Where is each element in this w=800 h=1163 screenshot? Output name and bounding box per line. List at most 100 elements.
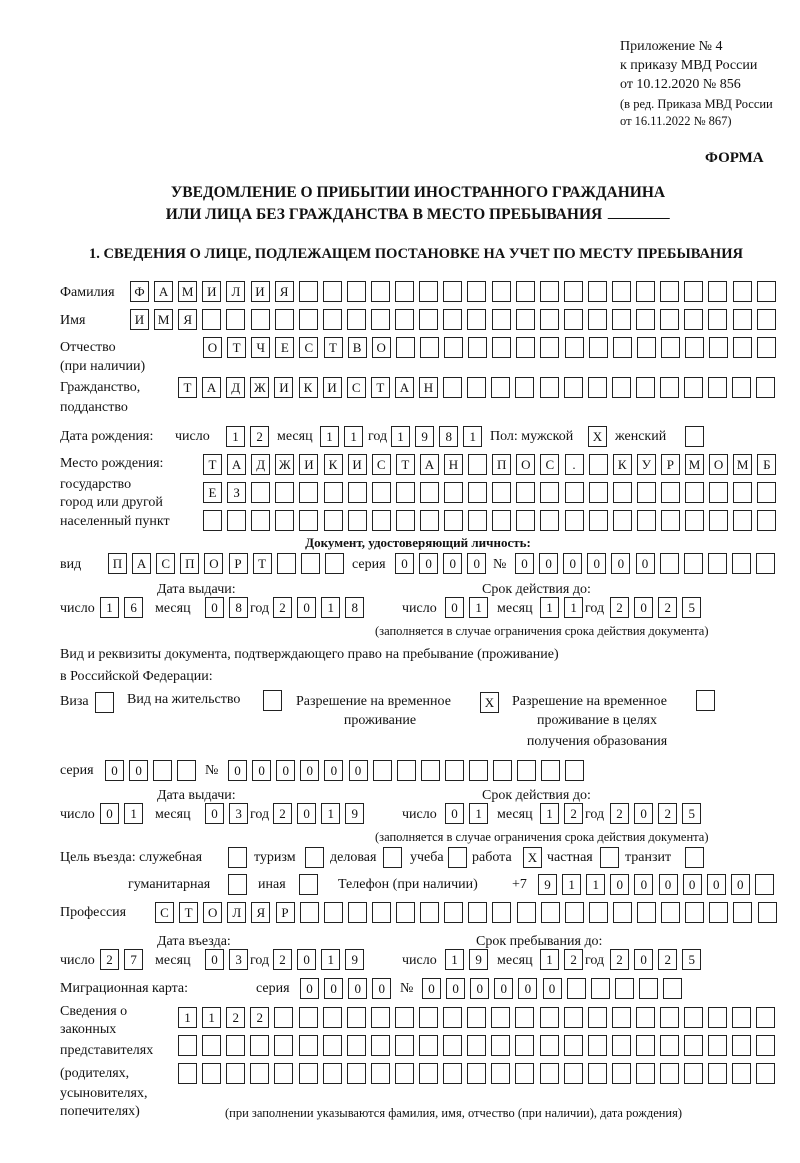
char-box[interactable]: И: [250, 281, 270, 302]
char-box[interactable]: [346, 309, 366, 330]
char-box[interactable]: [563, 1063, 583, 1084]
char-box[interactable]: [178, 1063, 197, 1084]
char-box[interactable]: [540, 337, 560, 358]
char-box[interactable]: [444, 482, 463, 503]
char-box[interactable]: [660, 337, 680, 358]
char-box[interactable]: [756, 309, 776, 330]
checkbox-cell[interactable]: X: [523, 847, 542, 868]
char-box[interactable]: [733, 510, 753, 531]
char-box[interactable]: [468, 337, 488, 358]
char-box[interactable]: [443, 1063, 463, 1084]
char-box[interactable]: [516, 902, 536, 923]
char-box[interactable]: [564, 510, 584, 531]
char-box[interactable]: [732, 1035, 752, 1056]
char-box[interactable]: [346, 281, 366, 302]
char-box[interactable]: О: [203, 337, 222, 358]
char-box[interactable]: [587, 309, 607, 330]
char-box[interactable]: 3: [229, 803, 249, 824]
char-box[interactable]: А: [419, 454, 439, 475]
char-box[interactable]: 0: [445, 803, 464, 824]
char-box[interactable]: [274, 1007, 294, 1028]
char-box[interactable]: [492, 337, 512, 358]
char-box[interactable]: [346, 1063, 366, 1084]
char-box[interactable]: 0: [422, 978, 441, 999]
char-box[interactable]: [515, 1007, 535, 1028]
char-box[interactable]: [419, 1063, 438, 1084]
char-box[interactable]: 0: [470, 978, 490, 999]
char-box[interactable]: 0: [706, 874, 726, 895]
char-box[interactable]: 2: [273, 597, 292, 618]
char-box[interactable]: 0: [348, 760, 368, 781]
char-box[interactable]: [684, 309, 704, 330]
char-box[interactable]: 2: [658, 949, 678, 970]
char-box[interactable]: [516, 510, 536, 531]
char-box[interactable]: П: [492, 454, 512, 475]
char-box[interactable]: [636, 309, 656, 330]
char-box[interactable]: [250, 1035, 270, 1056]
char-box[interactable]: [588, 902, 608, 923]
char-box[interactable]: [347, 902, 367, 923]
char-box[interactable]: [684, 1035, 704, 1056]
char-box[interactable]: 2: [564, 949, 584, 970]
char-box[interactable]: [588, 482, 608, 503]
char-box[interactable]: [395, 337, 415, 358]
char-box[interactable]: [611, 377, 631, 398]
char-box[interactable]: [468, 902, 488, 923]
char-box[interactable]: 0: [515, 553, 534, 574]
char-box[interactable]: 1: [562, 874, 582, 895]
char-box[interactable]: [756, 1035, 776, 1056]
char-box[interactable]: [298, 1007, 318, 1028]
char-box[interactable]: 1: [564, 597, 584, 618]
char-box[interactable]: [660, 510, 680, 531]
char-box[interactable]: 0: [228, 760, 247, 781]
char-box[interactable]: 8: [345, 597, 365, 618]
char-box[interactable]: [612, 902, 632, 923]
char-box[interactable]: Т: [179, 902, 199, 923]
char-box[interactable]: [516, 482, 536, 503]
char-box[interactable]: 1: [463, 426, 483, 447]
char-box[interactable]: 2: [564, 803, 584, 824]
char-box[interactable]: [611, 1035, 631, 1056]
char-box[interactable]: [588, 454, 608, 475]
char-box[interactable]: [443, 309, 463, 330]
char-box[interactable]: [467, 377, 487, 398]
char-box[interactable]: [563, 377, 583, 398]
char-box[interactable]: [564, 902, 584, 923]
char-box[interactable]: 0: [445, 597, 464, 618]
char-box[interactable]: [300, 553, 320, 574]
char-box[interactable]: [372, 760, 392, 781]
char-box[interactable]: [635, 1035, 655, 1056]
char-box[interactable]: [564, 482, 584, 503]
char-box[interactable]: [684, 281, 704, 302]
char-box[interactable]: 2: [658, 803, 678, 824]
char-box[interactable]: [274, 1035, 294, 1056]
char-box[interactable]: [468, 510, 488, 531]
char-box[interactable]: 0: [297, 803, 317, 824]
char-box[interactable]: 0: [467, 553, 487, 574]
char-box[interactable]: З: [227, 482, 247, 503]
char-box[interactable]: 7: [124, 949, 144, 970]
char-box[interactable]: С: [156, 553, 176, 574]
char-box[interactable]: 0: [682, 874, 702, 895]
char-box[interactable]: [732, 1007, 752, 1028]
char-box[interactable]: [492, 482, 512, 503]
checkbox-cell[interactable]: [685, 847, 704, 868]
char-box[interactable]: [250, 1063, 270, 1084]
char-box[interactable]: С: [540, 454, 560, 475]
char-box[interactable]: А: [227, 454, 247, 475]
char-box[interactable]: Н: [419, 377, 438, 398]
char-box[interactable]: [419, 1007, 438, 1028]
char-box[interactable]: 0: [730, 874, 750, 895]
char-box[interactable]: [539, 1035, 559, 1056]
char-box[interactable]: Я: [274, 281, 294, 302]
char-box[interactable]: [346, 1007, 366, 1028]
char-box[interactable]: С: [371, 454, 391, 475]
char-box[interactable]: [370, 1007, 390, 1028]
char-box[interactable]: 0: [635, 553, 655, 574]
char-box[interactable]: [563, 309, 583, 330]
char-box[interactable]: [322, 281, 342, 302]
char-box[interactable]: [685, 482, 704, 503]
char-box[interactable]: 1: [321, 803, 341, 824]
char-box[interactable]: 1: [540, 803, 559, 824]
char-box[interactable]: [323, 902, 343, 923]
